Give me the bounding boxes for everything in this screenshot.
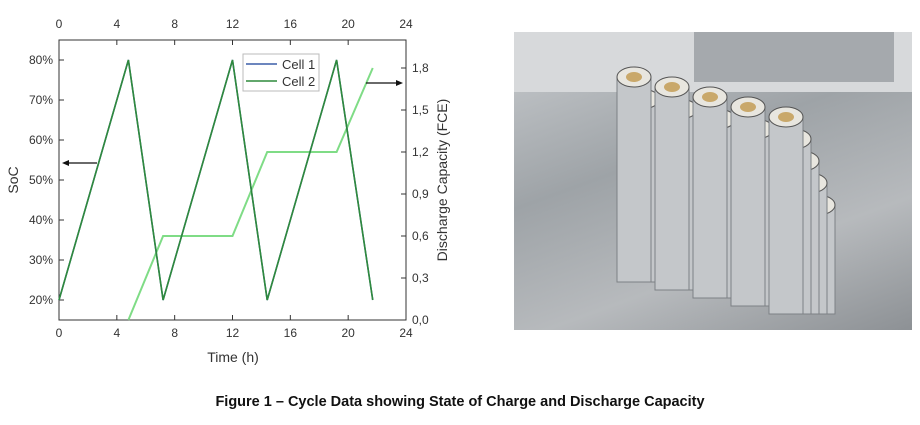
y2-tick-label: 1,2 — [412, 145, 429, 159]
x-tick-label: 16 — [284, 326, 298, 340]
y-tick-label: 40% — [29, 213, 53, 227]
y2-tick-label: 0,3 — [412, 271, 429, 285]
battery-cells-illustration — [514, 32, 912, 315]
x-tick-label: 4 — [113, 326, 120, 340]
x-axis-label: Time (h) — [207, 349, 259, 365]
x-top-tick-label: 0 — [56, 17, 63, 31]
y2-axis-label: Discharge Capacity (FCE) — [434, 99, 450, 262]
x-top-tick-label: 20 — [341, 17, 355, 31]
battery-terminal — [778, 112, 794, 122]
arrow-left-head-icon — [62, 160, 69, 166]
legend-label: Cell 1 — [282, 57, 315, 72]
y-axis-label: SoC — [5, 166, 21, 193]
y2-tick-label: 1,5 — [412, 103, 429, 117]
y-tick-label: 60% — [29, 133, 53, 147]
x-tick-label: 20 — [341, 326, 355, 340]
chart: 0 0 4 4 8 8 12 12 16 16 20 20 24 24 20% 30% 40% 50% 60% 70%… — [5, 17, 450, 365]
x-top-tick-label: 16 — [284, 17, 298, 31]
y2-tick-label: 0,6 — [412, 229, 429, 243]
battery-cell — [616, 76, 652, 283]
x-tick-label: 8 — [171, 326, 178, 340]
battery-cells-photo — [514, 32, 912, 330]
x-tick-label: 0 — [56, 326, 63, 340]
y2-tick-label: 0,0 — [412, 313, 429, 327]
figure-caption: Figure 1 – Cycle Data showing State of C… — [215, 394, 705, 410]
battery-terminal — [702, 92, 718, 102]
legend-label: Cell 2 — [282, 74, 315, 89]
x-tick-label: 12 — [226, 326, 240, 340]
battery-cell — [768, 116, 804, 315]
y-tick-label: 30% — [29, 253, 53, 267]
y-tick-label: 80% — [29, 53, 53, 67]
x-top-tick-label: 24 — [399, 17, 413, 31]
legend-box — [242, 53, 320, 92]
series-line-discharge-capacity — [127, 67, 374, 321]
y2-tick-label: 0,9 — [412, 187, 429, 201]
x-top-tick-label: 12 — [226, 17, 240, 31]
battery-terminal — [740, 102, 756, 112]
battery-cell — [692, 96, 728, 299]
y2-tick-label: 1,8 — [412, 61, 429, 75]
series-line-cell-2 — [58, 59, 374, 301]
battery-cell — [654, 86, 690, 291]
x-tick-label: 24 — [399, 326, 413, 340]
x-top-tick-label: 8 — [171, 17, 178, 31]
battery-terminal — [664, 82, 680, 92]
battery-terminal — [626, 72, 642, 82]
y-tick-label: 50% — [29, 173, 53, 187]
x-top-tick-label: 4 — [113, 17, 120, 31]
arrow-right-head-icon — [396, 80, 403, 86]
y-tick-label: 70% — [29, 93, 53, 107]
battery-cell — [730, 106, 766, 307]
y-tick-label: 20% — [29, 293, 53, 307]
